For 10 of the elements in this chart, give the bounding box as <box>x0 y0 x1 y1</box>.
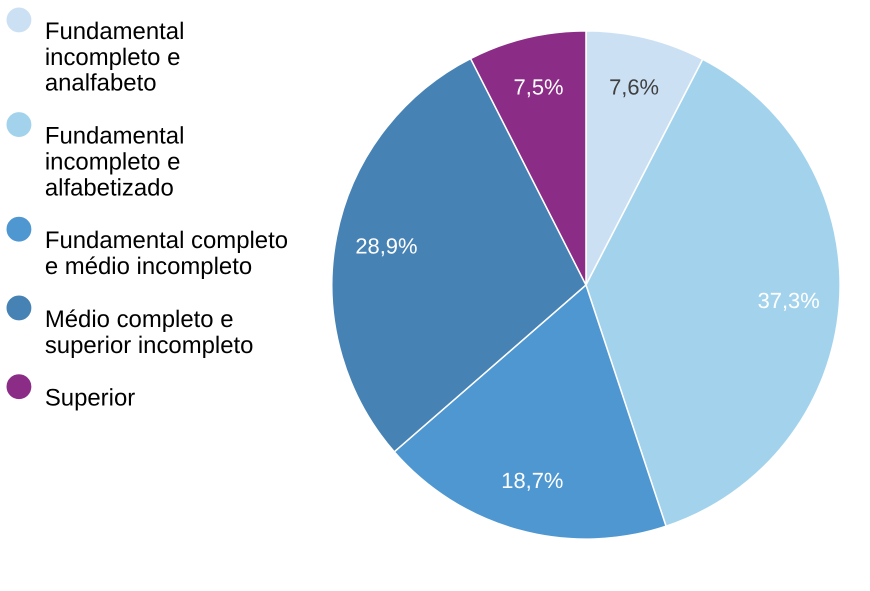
legend-label: Médio completo e superior incompleto <box>44 306 254 359</box>
legend-label: Fundamental incompleto e alfabetizado <box>44 122 184 202</box>
data-label: 7,5% <box>514 74 564 100</box>
legend-label: Fundamental incompleto e analfabeto <box>44 18 184 97</box>
legend-label: Fundamental completo e médio incompleto <box>44 227 288 280</box>
data-label: 28,9% <box>355 233 418 258</box>
legend-label: Superior <box>44 384 136 412</box>
data-label: 18,7% <box>501 468 564 494</box>
data-label: 37,3% <box>758 288 820 313</box>
data-label: 7,6% <box>609 74 660 100</box>
